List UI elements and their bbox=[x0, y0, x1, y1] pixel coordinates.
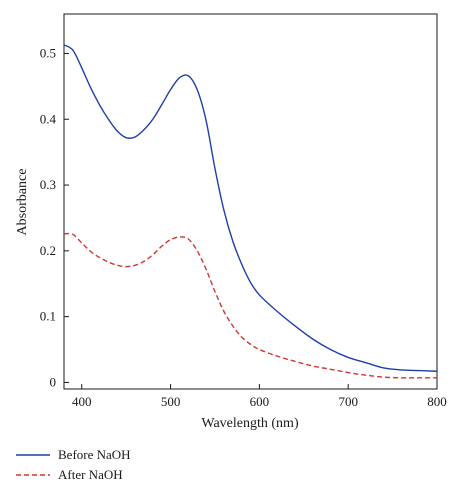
x-ticks: 400 500 600 700 800 bbox=[72, 384, 447, 409]
y-tick-label: 0.3 bbox=[40, 177, 56, 192]
legend-label-after-naoh: After NaOH bbox=[58, 467, 123, 482]
x-tick-label: 500 bbox=[161, 394, 181, 409]
y-ticks: 0 0.1 0.2 0.3 0.4 0.5 bbox=[40, 45, 69, 389]
y-tick-label: 0.1 bbox=[40, 309, 56, 324]
y-axis-label: Absorbance bbox=[15, 169, 30, 236]
series-line-after-naoh bbox=[63, 232, 437, 379]
x-tick-label: 800 bbox=[427, 394, 447, 409]
series-layer bbox=[63, 44, 438, 379]
plot-frame bbox=[63, 13, 438, 390]
legend-label-before-naoh: Before NaOH bbox=[58, 447, 131, 462]
x-tick-label: 600 bbox=[250, 394, 270, 409]
x-axis-label: Wavelength (nm) bbox=[201, 416, 299, 431]
series-line-before-naoh bbox=[63, 44, 438, 372]
y-tick-label: 0.4 bbox=[40, 111, 57, 126]
y-tick-label: 0.5 bbox=[40, 45, 56, 60]
legend: Before NaOH After NaOH bbox=[16, 447, 131, 482]
x-tick-label: 400 bbox=[72, 394, 92, 409]
y-tick-label: 0 bbox=[50, 374, 57, 389]
y-tick-label: 0.2 bbox=[40, 243, 56, 258]
x-tick-label: 700 bbox=[338, 394, 358, 409]
